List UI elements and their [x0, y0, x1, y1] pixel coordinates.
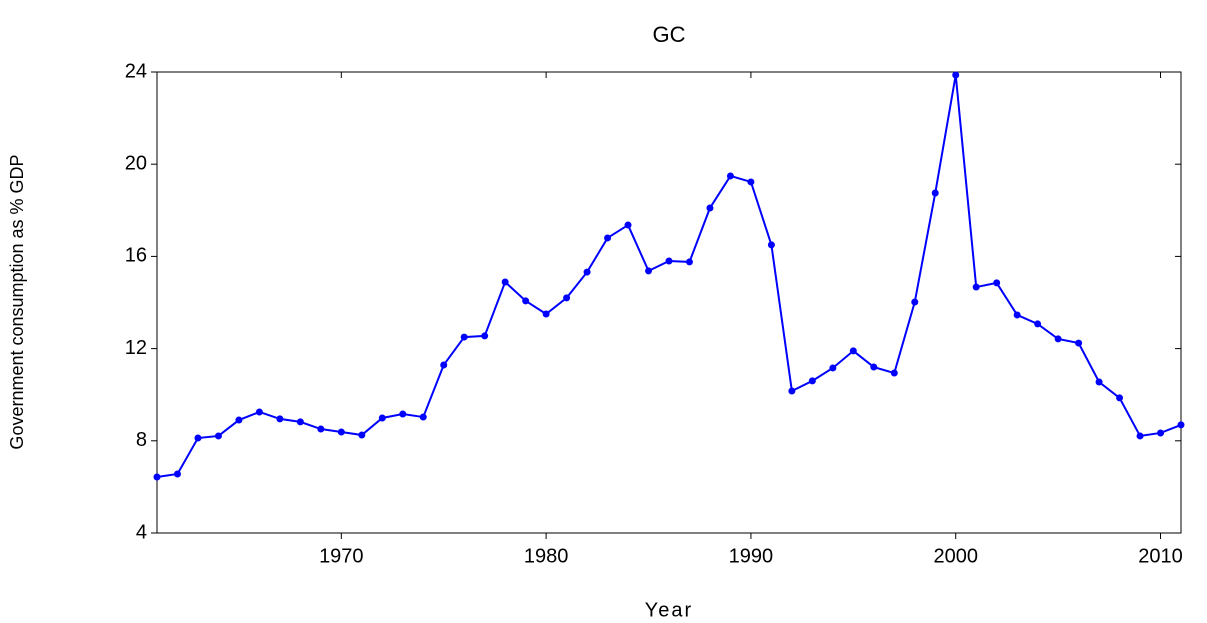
data-point	[194, 434, 202, 442]
y-tick-label: 8	[136, 429, 147, 451]
data-point	[747, 178, 755, 186]
data-point	[890, 369, 898, 377]
y-tick-label: 4	[136, 521, 147, 543]
data-point	[501, 278, 509, 286]
data-point	[173, 470, 181, 478]
data-point	[419, 413, 427, 421]
data-point	[460, 333, 468, 341]
data-point	[399, 410, 407, 418]
data-line	[156, 74, 1182, 478]
data-point	[1075, 339, 1083, 347]
data-point	[378, 414, 386, 422]
chart-title: GC	[653, 22, 686, 47]
data-point	[829, 364, 837, 372]
data-point	[563, 294, 571, 302]
x-tick-label: 2010	[1138, 545, 1183, 567]
data-point	[993, 279, 1001, 287]
data-point	[685, 258, 693, 266]
data-point	[788, 387, 796, 395]
data-point	[911, 298, 919, 306]
data-point	[645, 267, 653, 275]
data-point	[767, 241, 775, 249]
data-point	[849, 347, 857, 355]
data-point	[1116, 394, 1124, 402]
data-point	[1034, 320, 1042, 328]
data-point	[808, 377, 816, 385]
y-tick-label: 16	[125, 245, 147, 267]
data-point	[276, 415, 284, 423]
y-axis-label: Government consumption as % GDP	[7, 154, 27, 449]
x-tick-label: 1970	[319, 545, 364, 567]
data-point	[972, 283, 980, 291]
data-point	[296, 418, 304, 426]
x-tick-label: 2000	[933, 545, 978, 567]
data-point	[337, 428, 345, 436]
y-tick-label: 24	[125, 60, 147, 82]
data-point	[1054, 335, 1062, 343]
data-point	[214, 432, 222, 440]
data-point	[665, 257, 673, 265]
y-tick-label: 20	[125, 152, 147, 174]
data-point	[440, 361, 448, 369]
data-point	[1095, 378, 1103, 386]
data-point	[624, 221, 632, 229]
plot-frame	[156, 71, 1182, 534]
data-point	[542, 310, 550, 318]
data-point	[706, 204, 714, 212]
data-point	[235, 416, 243, 424]
data-point	[931, 189, 939, 197]
data-point	[1136, 432, 1144, 440]
data-point	[317, 425, 325, 433]
data-point	[870, 363, 878, 371]
x-axis-label: Year	[645, 599, 693, 621]
data-point	[1177, 421, 1185, 429]
data-point	[952, 71, 960, 79]
data-point	[726, 172, 734, 180]
data-point	[153, 473, 161, 481]
data-point	[1157, 429, 1165, 437]
data-point	[358, 431, 366, 439]
data-point	[583, 268, 591, 276]
data-point	[522, 297, 530, 305]
data-point	[481, 332, 489, 340]
x-tick-label: 1990	[729, 545, 774, 567]
data-point	[255, 408, 263, 416]
x-tick-label: 1980	[524, 545, 569, 567]
data-point	[1013, 311, 1021, 319]
y-tick-label: 12	[125, 337, 147, 359]
data-point	[604, 234, 612, 242]
